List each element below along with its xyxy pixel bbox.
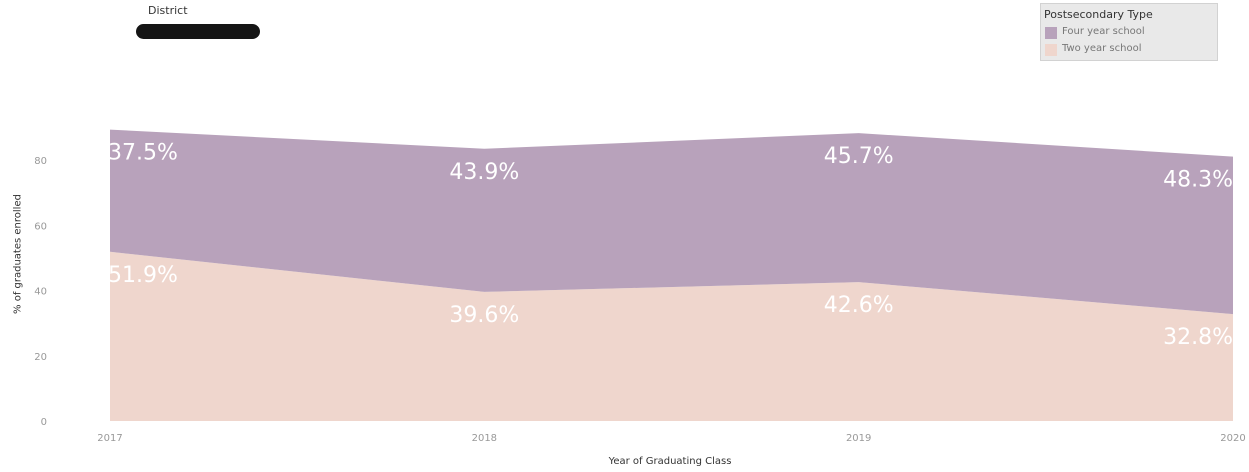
- area-two-year-school: [110, 251, 1233, 421]
- data-label-four-year-school-2019: 45.7%: [824, 144, 894, 169]
- filter-label: District: [148, 4, 188, 17]
- y-axis-title: % of graduates enrolled: [12, 194, 24, 314]
- y-tick-label-80: 80: [34, 156, 47, 167]
- y-tick-label-0: 0: [41, 417, 47, 428]
- x-axis-title: Year of Graduating Class: [608, 456, 732, 467]
- data-label-two-year-school-2020: 32.8%: [1163, 325, 1233, 350]
- y-tick-label-20: 20: [34, 352, 47, 363]
- legend: Postsecondary Type Four year school Two …: [1040, 3, 1218, 61]
- legend-swatch-four-year: [1045, 27, 1057, 39]
- data-label-two-year-school-2019: 42.6%: [824, 293, 894, 318]
- area-four-year-school: [110, 129, 1233, 315]
- legend-title: Postsecondary Type: [1044, 8, 1153, 21]
- y-tick-label-40: 40: [34, 287, 47, 298]
- data-label-two-year-school-2018: 39.6%: [449, 303, 519, 328]
- x-tick-label-2017: 2017: [97, 433, 122, 444]
- data-label-two-year-school-2017: 51.9%: [108, 263, 178, 288]
- data-label-four-year-school-2020: 48.3%: [1163, 168, 1233, 193]
- legend-label-four-year: Four year school: [1062, 26, 1145, 37]
- x-tick-label-2020: 2020: [1220, 433, 1245, 444]
- data-label-four-year-school-2018: 43.9%: [449, 160, 519, 185]
- x-tick-label-2019: 2019: [846, 433, 871, 444]
- district-filter-dropdown[interactable]: [136, 24, 260, 39]
- data-label-four-year-school-2017: 37.5%: [108, 141, 178, 166]
- legend-swatch-two-year: [1045, 44, 1057, 56]
- y-tick-label-60: 60: [34, 221, 47, 232]
- legend-label-two-year: Two year school: [1062, 43, 1142, 54]
- x-tick-label-2018: 2018: [472, 433, 497, 444]
